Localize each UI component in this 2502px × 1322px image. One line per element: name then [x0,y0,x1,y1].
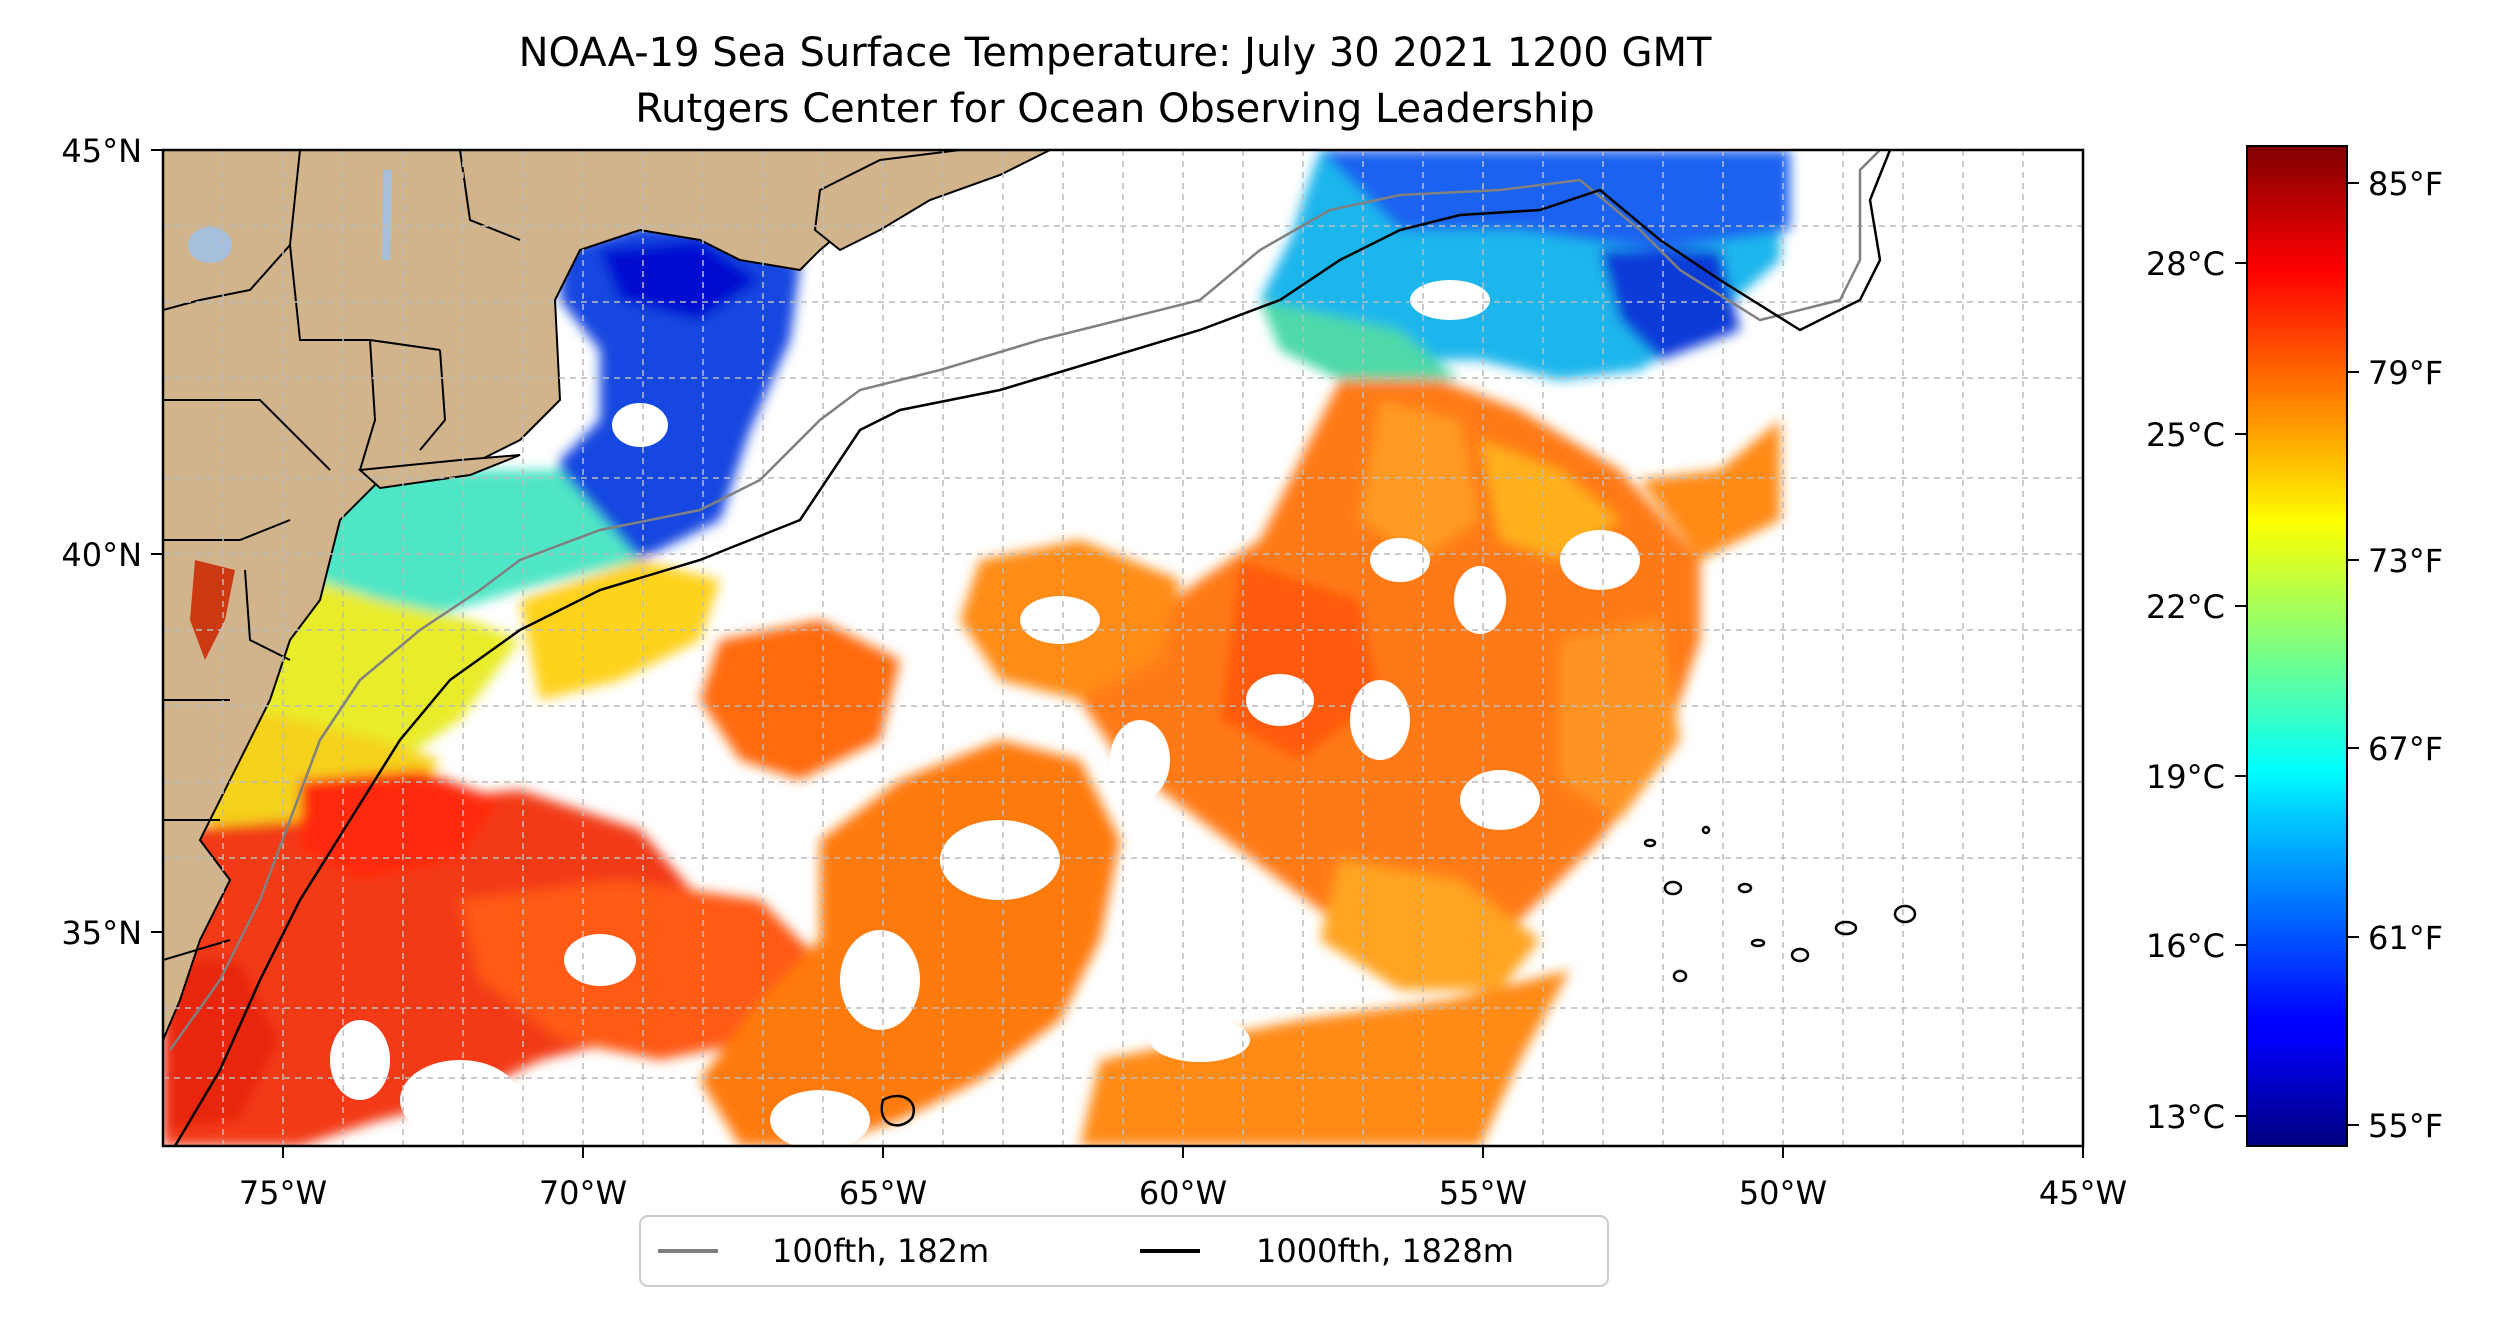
celsius-tick-label: 28°C [2146,245,2225,283]
lon-tick-label: 75°W [239,1174,327,1212]
colorbar-gradient [2246,145,2348,1147]
celsius-tick-label: 16°C [2146,927,2225,965]
legend: 100fth, 182m 1000fth, 1828m [639,1215,1609,1287]
fahrenheit-tick-label: 73°F [2368,542,2443,580]
lon-tick-label: 65°W [839,1174,927,1212]
celsius-tick-label: 25°C [2146,416,2225,454]
colorbar-celsius-axis [2235,262,2247,1117]
lake-small [188,227,232,263]
lon-tick-label: 50°W [1739,1174,1827,1212]
lake-champlain [382,170,392,260]
lat-tick-label: 40°N [61,536,142,574]
isobath-1000fth [173,150,1917,1146]
celsius-tick-label: 19°C [2146,758,2225,796]
lat-tick-label: 45°N [61,132,142,170]
title-line-2: Rutgers Center for Ocean Observing Leade… [635,86,1595,132]
fahrenheit-tick-label: 61°F [2368,919,2443,957]
fahrenheit-tick-label: 79°F [2368,354,2443,392]
gridlines [163,150,2083,1146]
cloud-gaps [330,280,1640,1146]
title-line-1: NOAA-19 Sea Surface Temperature: July 30… [519,30,1712,76]
land-nova-scotia [813,150,1051,252]
lon-axis [282,1146,2084,1158]
sst-region-southwest-red [163,790,700,1146]
colorbar [2246,145,2348,1147]
map-area [163,150,2083,1146]
legend-label-100fth: 100fth, 182m [772,1232,989,1270]
land [163,150,1051,1041]
map-frame [161,148,2085,1148]
sst-region-southeast [1080,970,1570,1146]
sst-region-shelf [300,460,640,640]
fahrenheit-tick-label: 55°F [2368,1107,2443,1145]
lon-tick-label: 60°W [1139,1174,1227,1212]
legend-label-1000fth: 1000fth, 1828m [1256,1232,1514,1270]
lon-tick-label: 45°W [2039,1174,2127,1212]
sst-region-gulf-maine [560,225,800,560]
fahrenheit-tick-label: 85°F [2368,165,2443,203]
celsius-tick-label: 13°C [2146,1098,2225,1136]
lon-tick-label: 70°W [539,1174,627,1212]
lat-axis [151,149,163,933]
lat-tick-label: 35°N [61,914,142,952]
isobath-100fth [168,150,1881,1051]
celsius-tick-label: 22°C [2146,588,2225,626]
fahrenheit-tick-label: 67°F [2368,730,2443,768]
lon-tick-label: 55°W [1439,1174,1527,1212]
colorbar-fahrenheit-axis [2347,182,2359,1126]
